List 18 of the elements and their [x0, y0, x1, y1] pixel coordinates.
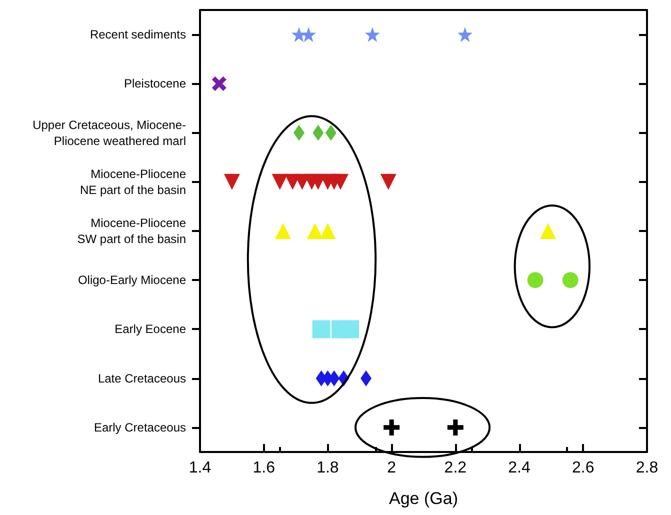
- y-tick-label: Early Eocene: [114, 322, 186, 336]
- y-tick-label: Late Cretaceous: [98, 371, 186, 386]
- x-tick-label: 1.6: [252, 460, 276, 476]
- x-tick-label: 2.4: [508, 460, 531, 476]
- x-tick-label: 1.4: [188, 460, 212, 476]
- x-tick-label: 2.2: [444, 460, 467, 476]
- y-tick-label: Oligo-Early Miocene: [78, 273, 186, 288]
- y-tick-label: Miocene-Pliocene SW part of the basin: [77, 216, 186, 246]
- x-axis-title: Age (Ga): [389, 489, 458, 508]
- y-tick-label: Recent sediments: [90, 28, 186, 42]
- x-tick-label: 1.8: [316, 460, 339, 476]
- y-tick-label: Pleistocene: [124, 76, 186, 91]
- y-tick-label: Early Cretaceous: [94, 420, 186, 434]
- y-tick-label: Miocene-Pliocene NE part of the basin: [80, 166, 186, 197]
- x-tick-label: 2.8: [636, 460, 658, 476]
- x-tick-label: 2: [387, 460, 396, 476]
- y-tick-label: Upper Cretaceous, Miocene- Pliocene weathered marl: [32, 118, 186, 148]
- x-tick-label: 2.6: [572, 460, 594, 476]
